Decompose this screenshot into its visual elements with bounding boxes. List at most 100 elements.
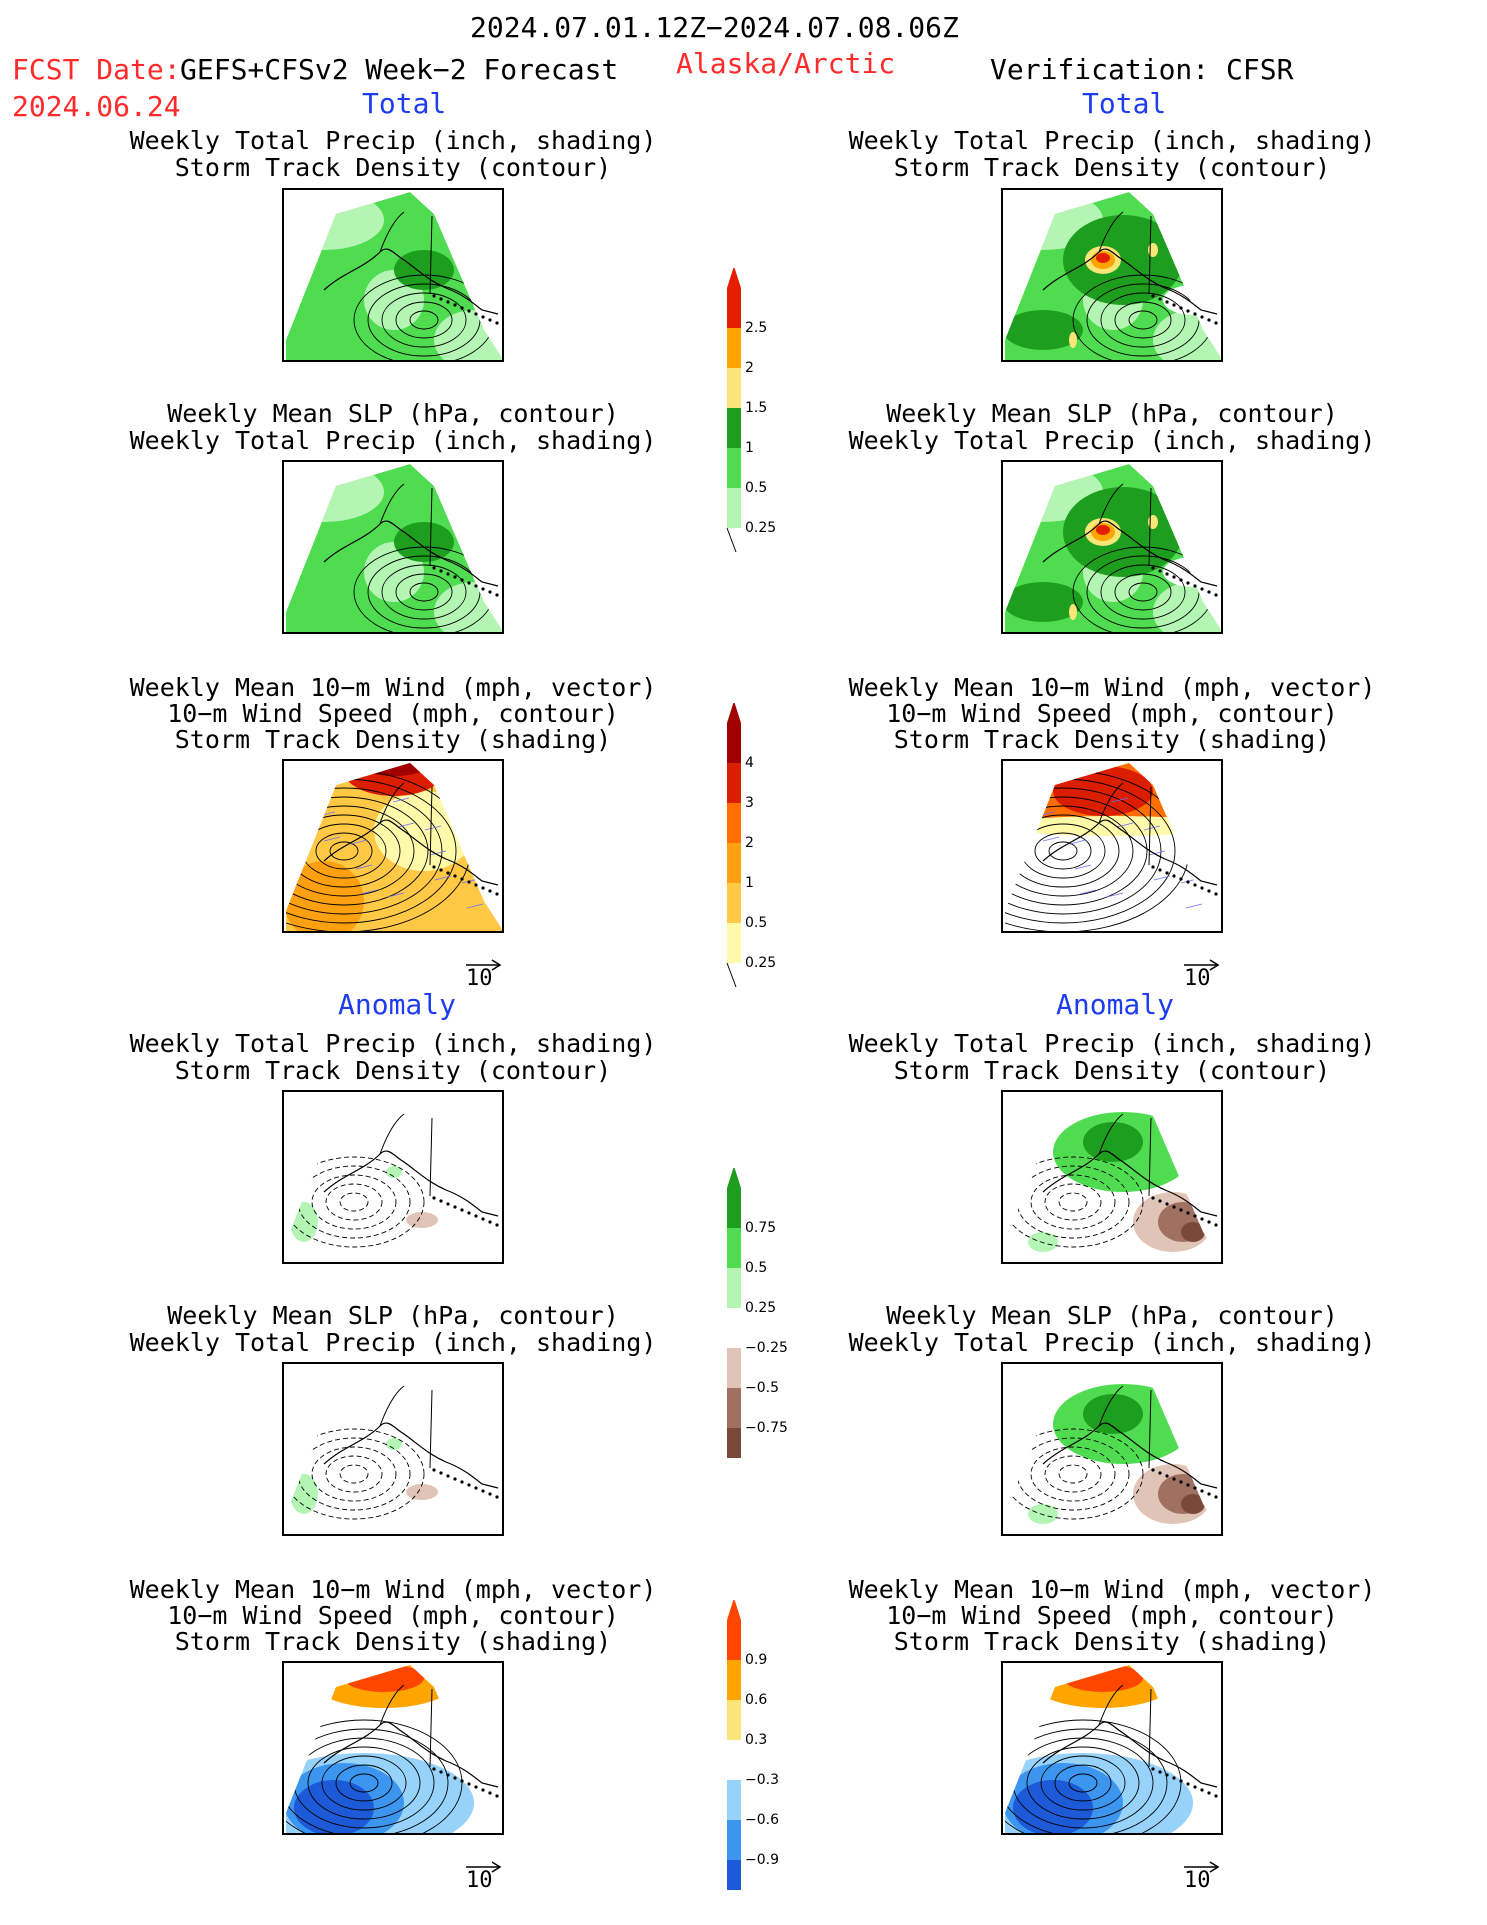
- reference-vector-arrow: [1178, 955, 1238, 995]
- colorbar-tick-label: 1: [745, 440, 754, 456]
- colorbar-segment: [727, 1620, 741, 1660]
- island: [495, 1794, 499, 1798]
- map-field: [1005, 192, 1221, 360]
- border-line: [429, 215, 433, 295]
- island: [1172, 1477, 1176, 1481]
- colorbar-segment: [727, 1388, 741, 1428]
- map-anom-precip-verif: [1001, 1090, 1223, 1264]
- colorbar-cap-top: [727, 266, 741, 288]
- caption-line: Weekly Total Precip (inch, shading): [129, 426, 657, 455]
- island: [481, 315, 485, 319]
- wind-vector: [360, 889, 378, 895]
- border-line: [429, 1389, 433, 1469]
- map-total-slp-fcst: [282, 460, 504, 634]
- island: [1193, 1214, 1197, 1218]
- colorbar-tick-label: 0.5: [745, 915, 768, 931]
- coastline: [1042, 819, 1218, 886]
- island: [495, 892, 499, 896]
- caption-line: Storm Track Density (contour): [893, 1056, 1331, 1085]
- shaded-region: [386, 1438, 402, 1450]
- island: [1186, 880, 1190, 884]
- border-line: [1148, 1389, 1152, 1469]
- contour-line: [349, 1773, 379, 1793]
- island: [1151, 1767, 1155, 1771]
- shaded-region: [294, 1780, 374, 1833]
- contour-line: [315, 832, 373, 870]
- colorbar-tick-label: 0.75: [745, 1220, 777, 1236]
- contour-line: [286, 796, 429, 906]
- island: [1179, 306, 1183, 310]
- wind-vector: [424, 825, 442, 831]
- island: [1165, 1474, 1169, 1478]
- island: [1172, 1205, 1176, 1209]
- colorbar-segment: [727, 1700, 741, 1740]
- colorbar-segment: [727, 803, 741, 843]
- contour-line: [339, 1464, 369, 1484]
- island: [474, 1785, 478, 1789]
- island: [453, 1477, 457, 1481]
- map-anom-wind-fcst: [282, 1661, 504, 1835]
- coastline: [379, 1113, 405, 1155]
- map-total-wind-fcst: [282, 759, 504, 933]
- contour-line: [297, 1437, 411, 1511]
- island: [467, 1782, 471, 1786]
- island: [1172, 575, 1176, 579]
- island: [1179, 1480, 1183, 1484]
- island: [439, 868, 443, 872]
- contour-line: [1040, 1755, 1126, 1811]
- shaded-region: [286, 861, 364, 931]
- contour-line: [381, 292, 467, 348]
- island: [1172, 1776, 1176, 1780]
- caption-line: Storm Track Density (shading): [893, 725, 1331, 754]
- island: [1165, 871, 1169, 875]
- forecast-model: GEFS+CFSv2 Week−2 Forecast: [180, 53, 619, 86]
- shaded-region: [1013, 1780, 1093, 1833]
- colorbar-tick-label: 0.25: [745, 955, 777, 971]
- colorbar-cap-top: [727, 1166, 741, 1188]
- reference-vector-label: 10: [1184, 966, 1211, 991]
- map-field: [286, 1665, 474, 1833]
- border-line: [1148, 1688, 1152, 1768]
- island: [446, 300, 450, 304]
- island: [1214, 321, 1218, 325]
- shaded-region: [1148, 515, 1158, 529]
- coastline: [323, 819, 499, 886]
- island: [432, 1468, 436, 1472]
- contour-line: [286, 1156, 425, 1248]
- border-line: [429, 786, 433, 866]
- reference-vector-label: 10: [1184, 1868, 1211, 1893]
- colorbar-tick-label: 2.5: [745, 320, 768, 336]
- contour-line: [297, 1165, 411, 1239]
- colorbar-tick-label: 2: [745, 360, 754, 376]
- colorbar-tick-label: 2: [745, 835, 754, 851]
- wind-vector: [1106, 892, 1124, 898]
- island: [1158, 1770, 1162, 1774]
- island: [446, 871, 450, 875]
- wind-vector: [1032, 786, 1050, 792]
- caption-line: Weekly Mean 10−m Wind (mph, vector): [848, 1575, 1376, 1604]
- reference-vector-arrow: [1178, 1857, 1238, 1897]
- island: [474, 883, 478, 887]
- colorbar-tick-label: −0.6: [745, 1812, 779, 1828]
- wind-vector: [323, 836, 341, 842]
- shaded-region: [1069, 604, 1077, 620]
- island: [1186, 1483, 1190, 1487]
- colorbar-segment: [727, 843, 741, 883]
- island: [495, 1223, 499, 1227]
- contour-line: [1114, 573, 1172, 611]
- colorbar-cap-bottom: [726, 962, 737, 988]
- island: [1172, 303, 1176, 307]
- map-anom-slp-verif: [1001, 1362, 1223, 1536]
- caption-line: Weekly Mean SLP (hPa, contour): [886, 399, 1338, 428]
- island: [446, 1202, 450, 1206]
- island: [1151, 294, 1155, 298]
- colorbar-segment: [727, 763, 741, 803]
- colorbar-segment: [727, 1740, 741, 1780]
- island: [460, 1208, 464, 1212]
- caption-line: Storm Track Density (contour): [893, 153, 1331, 182]
- island: [1193, 1486, 1197, 1490]
- coastline: [1098, 1684, 1124, 1726]
- map-field: [1005, 763, 1221, 931]
- shaded-region: [406, 1212, 438, 1228]
- island: [460, 306, 464, 310]
